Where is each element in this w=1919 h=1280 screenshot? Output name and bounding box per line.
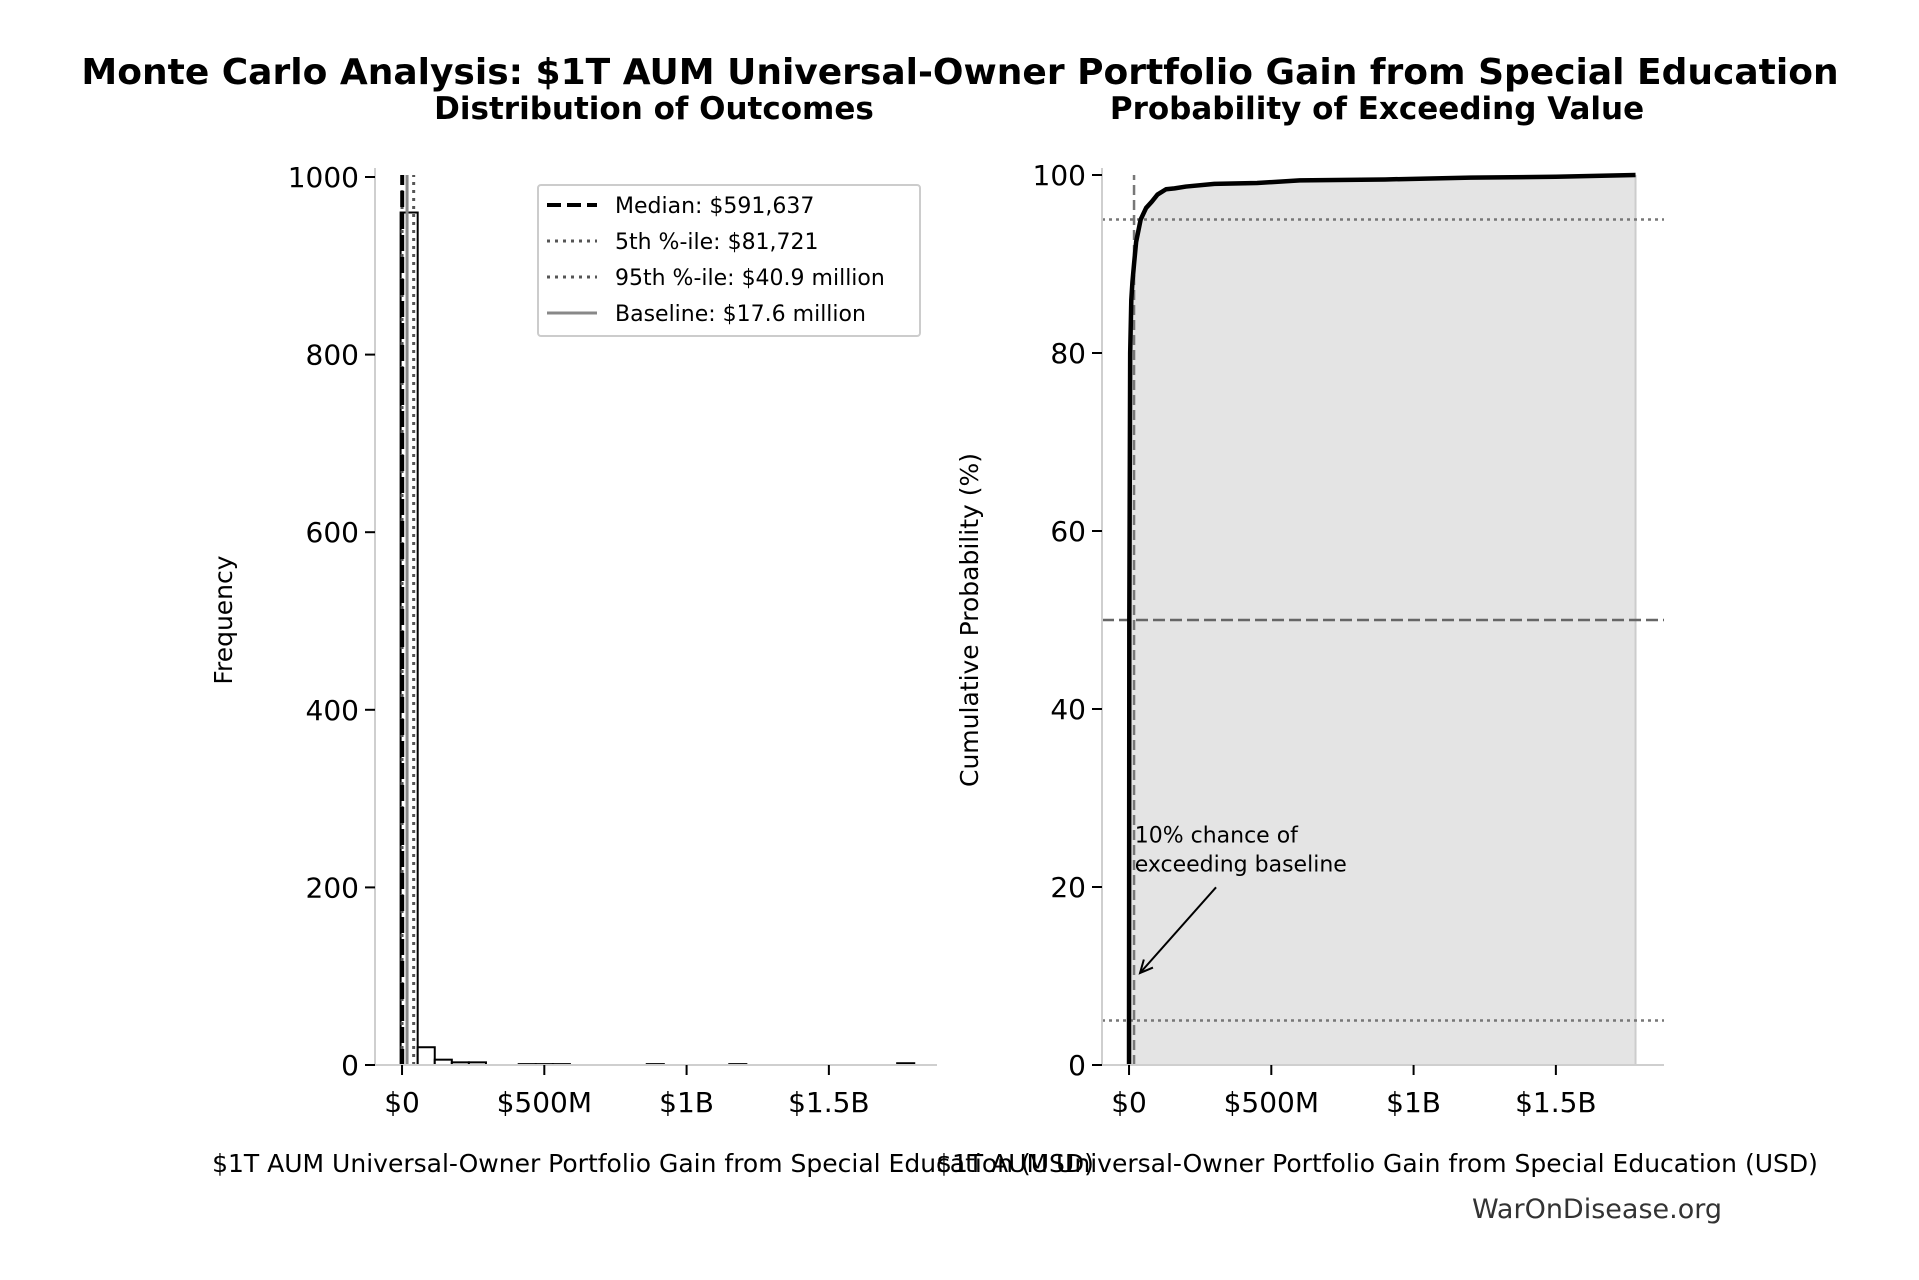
exceedance-y-tick-label: 40 [1050, 693, 1086, 726]
annotation-text-line: 10% chance of [1135, 823, 1299, 848]
histogram-x-label: $1T AUM Universal-Owner Portfolio Gain f… [212, 1149, 1094, 1178]
exceedance-curve [1126, 172, 1636, 1065]
histogram-panel: Distribution of Outcomes 020040060080010… [209, 91, 1094, 1178]
histogram-bars [399, 211, 916, 1067]
annotation-arrow-shaft [1139, 886, 1217, 974]
histogram-legend: Median: $591,637 5th %-ile: $81,721 95th… [537, 184, 921, 337]
exceedance-y-label: Cumulative Probability (%) [955, 453, 984, 787]
exceedance-x-tick-label: $500M [1224, 1086, 1319, 1119]
exceedance-x-tick-label: $0 [1111, 1086, 1147, 1119]
legend-label-p5: 5th %-ile: $81,721 [615, 230, 819, 255]
histogram-x-tick-label: $1.5B [788, 1086, 870, 1119]
baseline-annotation: 10% chance of exceeding baseline [1135, 823, 1347, 975]
histogram-bar-1 [416, 1046, 436, 1066]
exceedance-y-tick-label: 100 [1033, 159, 1086, 192]
legend-frame [537, 184, 921, 337]
exceedance-x-tick-label: $1.5B [1515, 1086, 1597, 1119]
histogram-reference-lines [400, 175, 416, 1065]
histogram-y-tick-label: 400 [306, 694, 359, 727]
exceedance-x-label: $1T AUM Universal-Owner Portfolio Gain f… [936, 1149, 1818, 1178]
annotation-text-line: exceeding baseline [1135, 852, 1347, 877]
legend-label-median: Median: $591,637 [615, 194, 814, 219]
figure-suptitle: Monte Carlo Analysis: $1T AUM Universal-… [81, 52, 1838, 93]
exceedance-y-tick-label: 60 [1050, 515, 1086, 548]
legend-label-p95: 95th %-ile: $40.9 million [615, 266, 885, 291]
legend-label-baseline: Baseline: $17.6 million [615, 302, 866, 327]
histogram-y-label: Frequency [209, 555, 238, 684]
histogram-y-tick-label: 600 [306, 516, 359, 549]
exceedance-panel: Probability of Exceeding Value 0 20 40 60 80… [936, 91, 1818, 1178]
histogram-x-tick-label: $500M [497, 1086, 592, 1119]
exceedance-axes: 0 20 40 60 80 100 $0 $500M $1B $1.5B [1033, 159, 1664, 1119]
histogram-x-tick-label: $1B [659, 1086, 714, 1119]
exceedance-plot-area [1102, 172, 1664, 1065]
exceedance-y-tick-label: 0 [1068, 1049, 1086, 1082]
exceedance-title: Probability of Exceeding Value [1110, 91, 1644, 127]
exceedance-y-tick-label: 80 [1050, 337, 1086, 370]
histogram-y-tick-label: 1000 [288, 161, 359, 194]
histogram-y-tick-label: 200 [306, 871, 359, 904]
footer-credit: WarOnDisease.org [1472, 1194, 1722, 1225]
exceedance-y-tick-label: 20 [1050, 871, 1086, 904]
histogram-y-tick-label: 800 [306, 339, 359, 372]
histogram-y-tick-label: 0 [341, 1049, 359, 1082]
histogram-title: Distribution of Outcomes [434, 91, 874, 127]
histogram-x-tick-label: $0 [384, 1086, 420, 1119]
exceedance-x-tick-label: $1B [1386, 1086, 1441, 1119]
annotation-arrow-head [1138, 959, 1154, 975]
histogram-axes: 0 200 400 600 800 1000 $0 $500M $1B $1.5B [288, 161, 937, 1119]
